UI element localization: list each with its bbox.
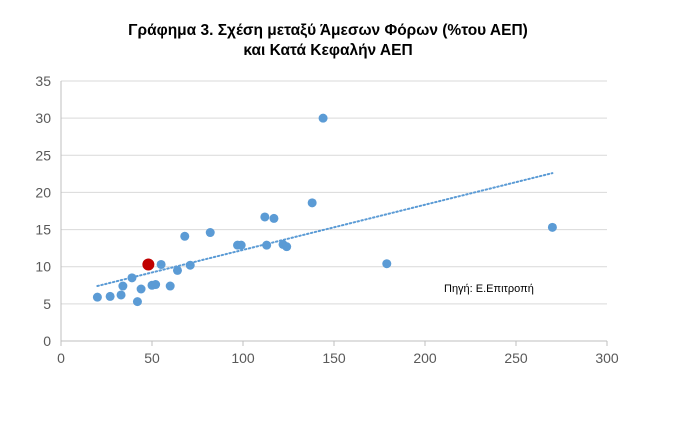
x-tick-label-50: 50 bbox=[144, 350, 160, 366]
y-tick-label-0: 0 bbox=[43, 333, 51, 349]
x-tick-label-250: 250 bbox=[504, 350, 528, 366]
tick-labels: 0 5 10 15 20 25 30 35 0 50 100 150 200 250 300 bbox=[35, 73, 618, 366]
y-tick-label-5: 5 bbox=[43, 296, 51, 312]
data-point-8 bbox=[151, 280, 161, 290]
y-tick-label-20: 20 bbox=[35, 184, 51, 200]
data-point-21 bbox=[282, 242, 292, 252]
x-tick-label-200: 200 bbox=[413, 350, 437, 366]
data-point-24 bbox=[382, 259, 392, 269]
trendline bbox=[96, 172, 554, 288]
data-point-5 bbox=[132, 297, 142, 307]
data-point-25 bbox=[547, 222, 557, 232]
data-point-0 bbox=[92, 292, 102, 302]
chart-title-line-2: και Κατά Κεφαλήν ΑΕΠ bbox=[243, 42, 412, 59]
data-point-1 bbox=[105, 291, 115, 301]
gridlines bbox=[61, 80, 607, 305]
data-point-3 bbox=[118, 281, 128, 291]
chart-title-line-1: Γράφημα 3. Σχέση μεταξύ Άμεσων Φόρων (%τ… bbox=[128, 22, 528, 39]
data-point-17 bbox=[260, 212, 270, 222]
data-point-18 bbox=[262, 240, 272, 250]
data-point-11 bbox=[172, 265, 182, 275]
y-tick-label-10: 10 bbox=[35, 259, 51, 275]
data-point-14 bbox=[205, 228, 215, 238]
data-point-2 bbox=[116, 290, 126, 300]
data-point-13 bbox=[185, 260, 195, 270]
x-tick-label-150: 150 bbox=[322, 350, 346, 366]
y-tick-label-35: 35 bbox=[35, 73, 51, 89]
trendline-layer bbox=[96, 172, 554, 288]
data-point-16 bbox=[236, 240, 246, 250]
x-tick-label-0: 0 bbox=[57, 350, 65, 366]
x-tick-label-100: 100 bbox=[231, 350, 255, 366]
y-tick-label-30: 30 bbox=[35, 110, 51, 126]
y-tick-label-25: 25 bbox=[35, 147, 51, 163]
data-point-10 bbox=[165, 281, 175, 291]
y-tick-label-15: 15 bbox=[35, 222, 51, 238]
axes bbox=[60, 81, 608, 346]
x-tick-label-300: 300 bbox=[595, 350, 619, 366]
data-point-9 bbox=[156, 259, 166, 269]
data-point-22 bbox=[307, 198, 317, 208]
data-point-4 bbox=[127, 273, 137, 283]
source-annotation: Πηγή: Ε.Επιτροπή bbox=[444, 283, 534, 295]
highlight-point bbox=[142, 258, 155, 271]
data-point-19 bbox=[269, 213, 279, 223]
data-point-6 bbox=[136, 284, 146, 294]
data-point-12 bbox=[180, 231, 190, 241]
data-points bbox=[92, 113, 557, 307]
data-point-23 bbox=[318, 113, 328, 123]
